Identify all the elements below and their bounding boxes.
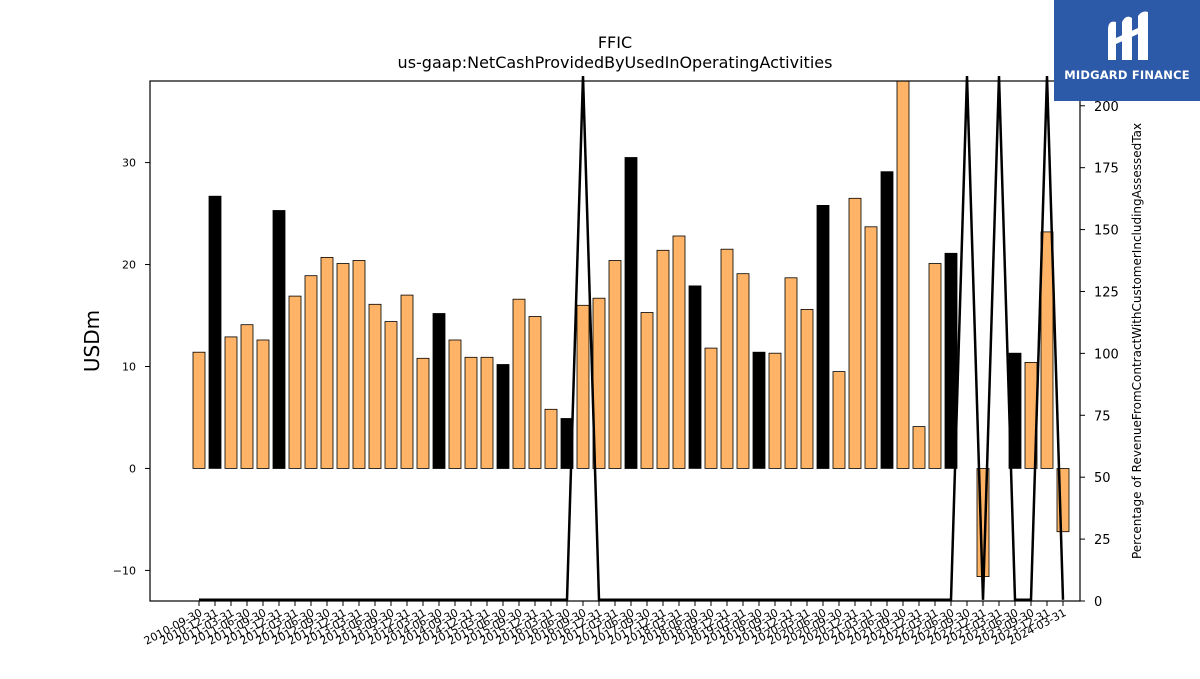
- y2-tick-label: 175: [1094, 162, 1119, 177]
- y2-tick-label: 125: [1094, 285, 1119, 300]
- bar: [224, 336, 238, 469]
- bar: [448, 339, 462, 469]
- x-axis: 2010-09-302010-12-312011-03-312011-06-30…: [142, 601, 1068, 648]
- bar: [288, 295, 302, 469]
- bar: [1040, 231, 1054, 469]
- bar: [736, 273, 750, 469]
- bar: [208, 195, 222, 469]
- bar: [704, 347, 718, 469]
- bar: [480, 356, 494, 469]
- bar: [944, 252, 958, 469]
- bar: [816, 204, 830, 469]
- brand-logo: MIDGARD FINANCE: [1054, 0, 1200, 101]
- bar: [512, 298, 526, 469]
- bar: [256, 339, 270, 469]
- bar: [880, 171, 894, 469]
- bar: [720, 248, 734, 469]
- bar: [896, 80, 910, 469]
- bar: [384, 321, 398, 469]
- bars-layer: [192, 80, 1070, 577]
- bar: [832, 371, 846, 469]
- bar: [640, 312, 654, 469]
- bar: [272, 210, 286, 469]
- bar: [800, 308, 814, 469]
- bar: [576, 304, 590, 469]
- bar: [656, 249, 670, 469]
- bar: [848, 197, 862, 469]
- bar: [496, 364, 510, 469]
- y-axis-label: USDm: [80, 310, 104, 372]
- y2-tick-label: 75: [1094, 409, 1111, 424]
- bar: [368, 303, 382, 469]
- secondary-y-axis-label: Percentage of RevenueFromContractWithCus…: [1130, 123, 1144, 559]
- bar: [672, 235, 686, 469]
- bar: [544, 408, 558, 469]
- logo-icon: [1108, 11, 1148, 61]
- bar: [784, 277, 798, 469]
- y-tick-label: 10: [122, 360, 136, 373]
- bar: [688, 285, 702, 469]
- y-tick-label: 30: [122, 157, 136, 170]
- y-axis: −10 0 10 20 30: [113, 157, 150, 577]
- bar: [464, 356, 478, 469]
- bar: [400, 294, 414, 469]
- chart-subtitle: us-gaap:NetCashProvidedByUsedInOperating…: [398, 53, 833, 72]
- bar: [912, 426, 926, 469]
- bar: [320, 256, 334, 469]
- bar: [416, 357, 430, 469]
- y2-tick-label: 100: [1094, 347, 1119, 362]
- bar: [240, 324, 254, 469]
- bar: [624, 157, 638, 469]
- y2-tick-label: 25: [1094, 533, 1111, 548]
- bar: [304, 275, 318, 469]
- bar: [752, 351, 766, 469]
- line-layer: [199, 75, 1065, 602]
- secondary-y-axis: 0 25 50 75 100 125 150 175 200: [1080, 100, 1119, 610]
- bar: [352, 260, 366, 469]
- bar: [336, 263, 350, 469]
- y2-tick-label: 0: [1094, 595, 1102, 610]
- y-tick-label: 0: [129, 462, 136, 475]
- bar: [608, 260, 622, 469]
- line-series: [199, 75, 1065, 602]
- y2-tick-label: 150: [1094, 224, 1119, 239]
- bar: [528, 316, 542, 469]
- bar: [192, 351, 206, 469]
- y2-tick-label: 50: [1094, 471, 1111, 486]
- bar: [928, 263, 942, 469]
- bar: [864, 226, 878, 469]
- y2-tick-label: 200: [1094, 100, 1119, 115]
- y-tick-label: −10: [113, 564, 136, 577]
- chart-title: FFIC: [598, 33, 632, 52]
- logo-text: MIDGARD FINANCE: [1064, 68, 1190, 82]
- bar: [768, 352, 782, 469]
- bar: [432, 313, 446, 469]
- y-tick-label: 20: [122, 259, 136, 272]
